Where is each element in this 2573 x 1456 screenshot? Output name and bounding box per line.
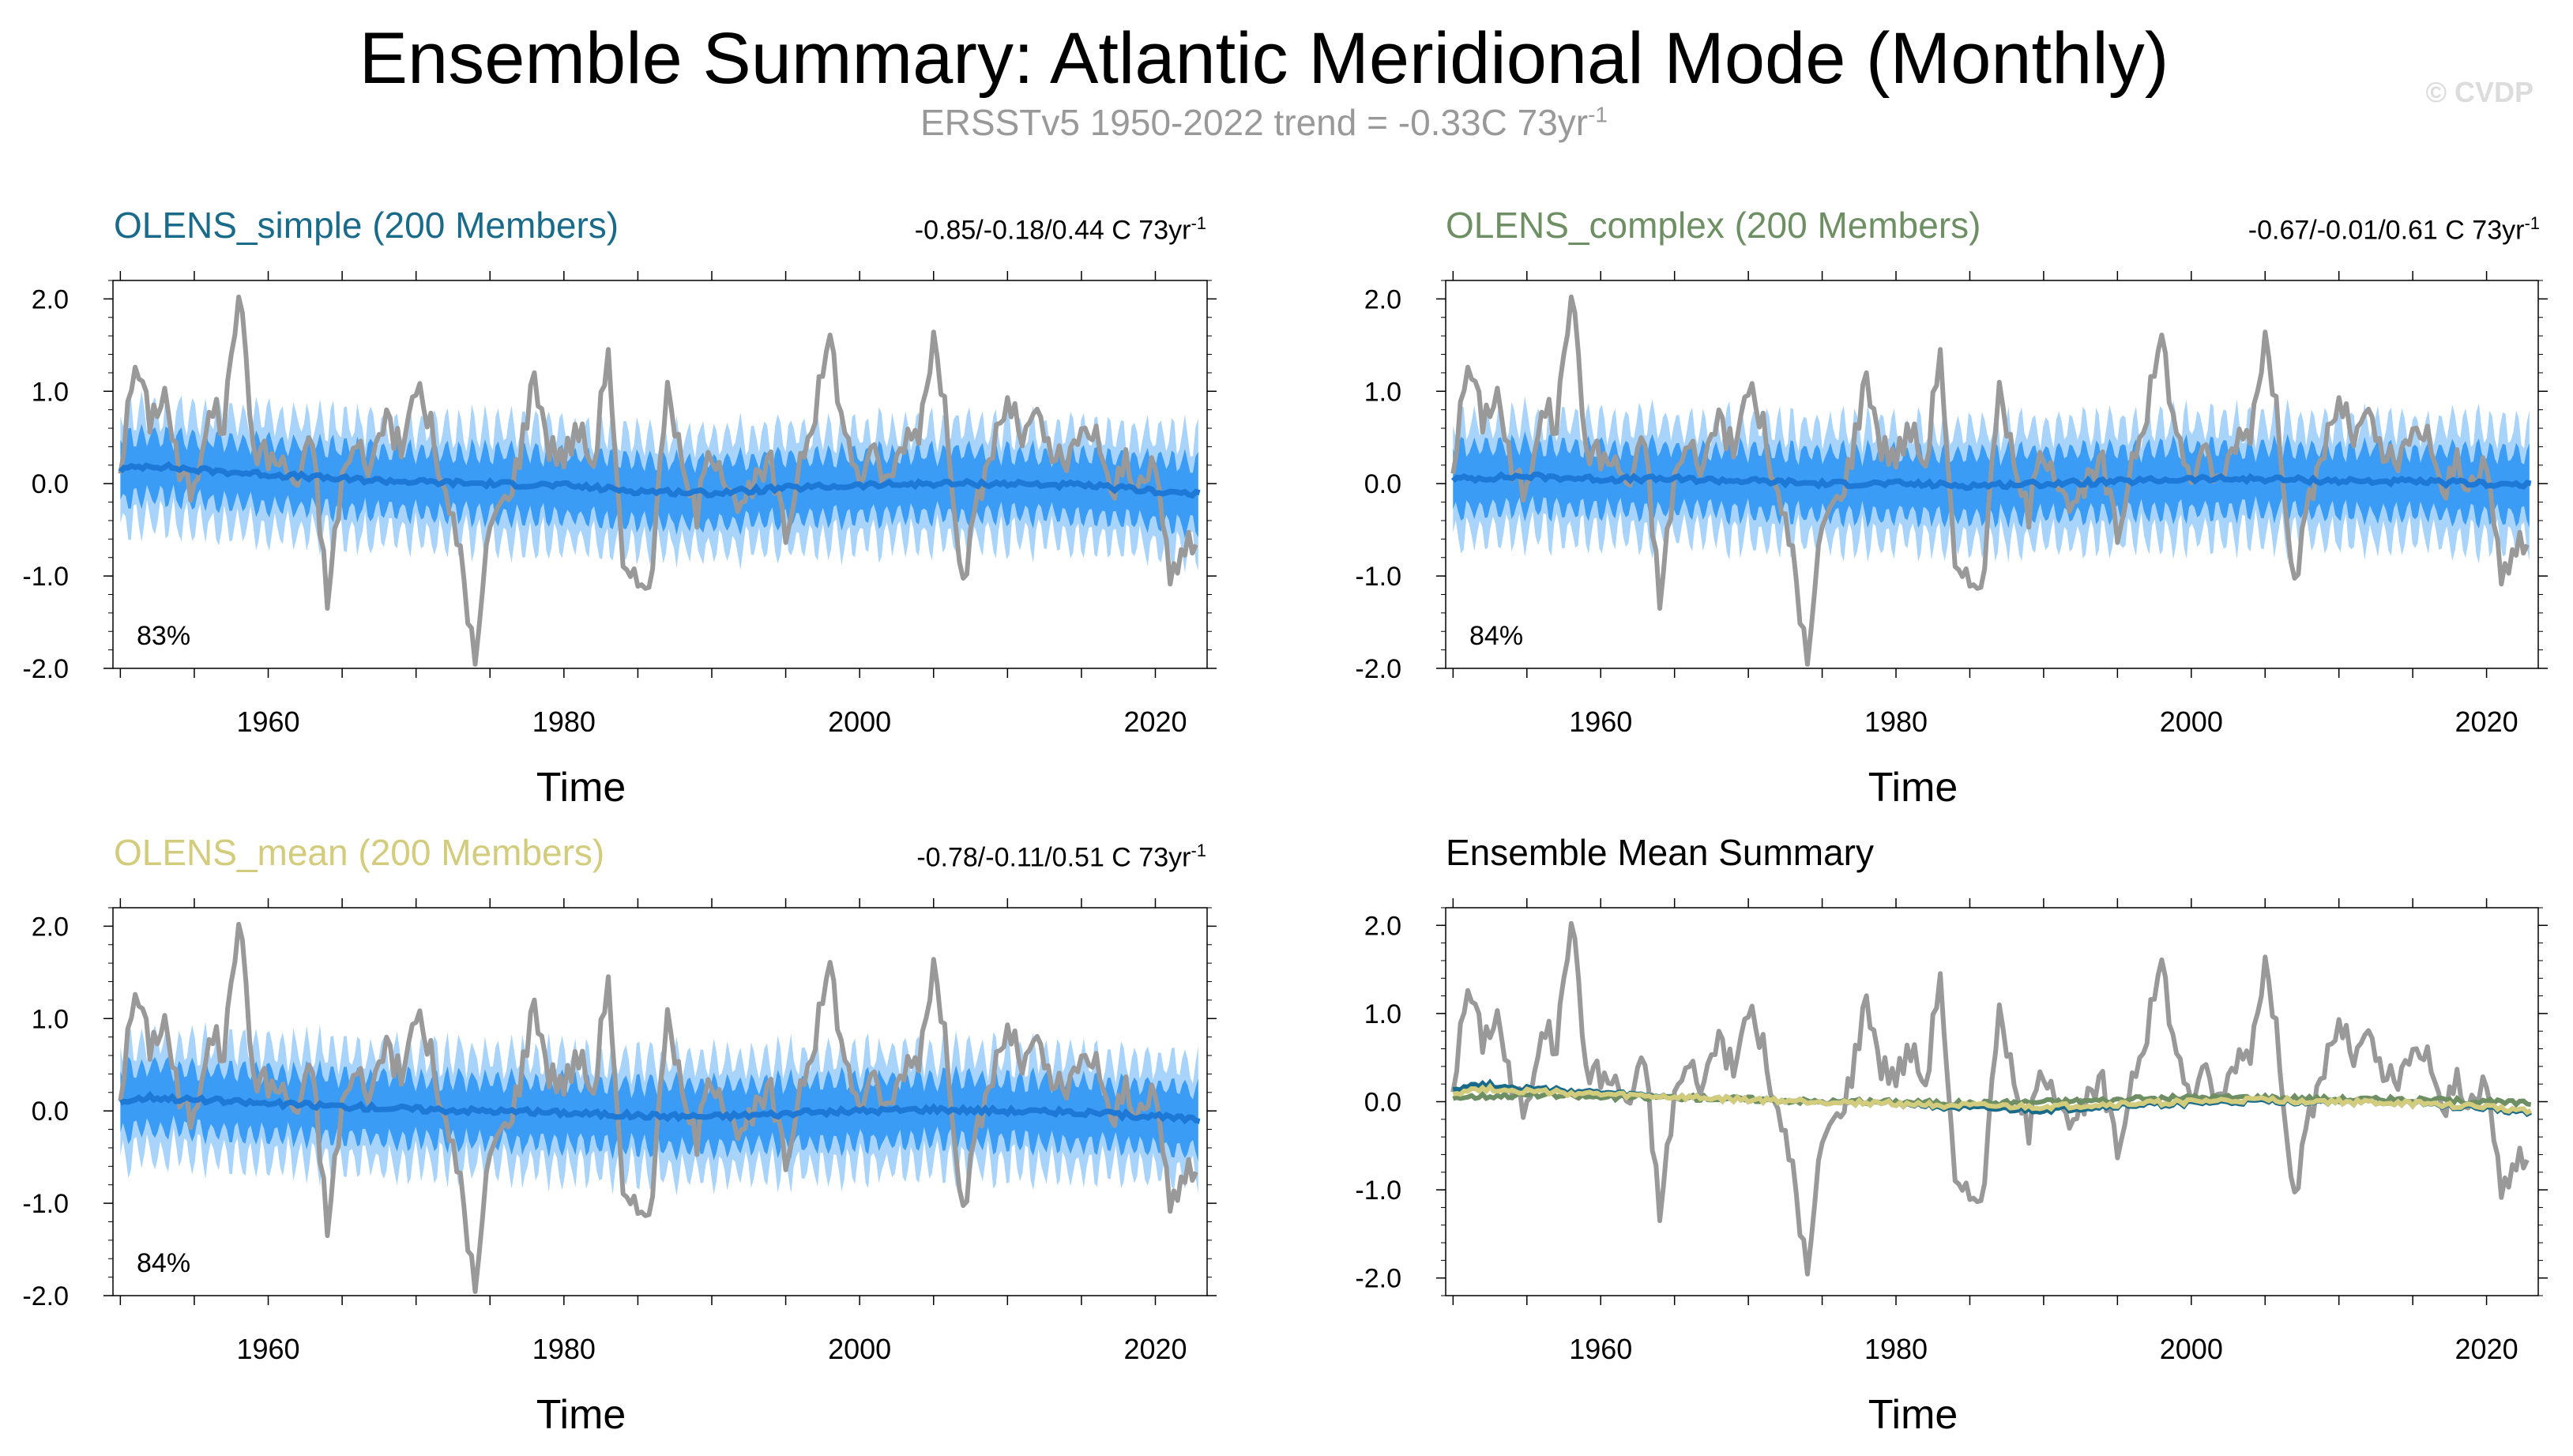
y-tick-label: -1.0 (22, 1189, 69, 1219)
figure-title: Ensemble Summary: Atlantic Meridional Mo… (359, 18, 2169, 99)
x-tick-label: 1980 (532, 705, 596, 738)
y-tick-label: 1.0 (1364, 377, 1401, 407)
panel-2-title: OLENS_complex (200 Members) (1446, 205, 1981, 246)
y-tick-label: 1.0 (32, 377, 69, 407)
panel-3: 2.0 1.0 0.0 -1.0 -2.0 1960 1980 2000 2020 Time 84% (22, 898, 1217, 1438)
x-axis-label: Time (1868, 765, 1958, 811)
y-tick-label: -2.0 (22, 654, 69, 684)
x-tick-label: 1960 (236, 705, 299, 738)
x-tick-label: 1980 (1864, 705, 1928, 738)
y-tick-label: -1.0 (1355, 562, 1401, 592)
panel-1-trend: -0.85/-0.18/0.44 C 73yr-1 (915, 213, 1206, 246)
x-tick-label: 1960 (1569, 705, 1632, 738)
watermark: © CVDP (2425, 76, 2534, 108)
x-tick-label: 2020 (1123, 705, 1187, 738)
x-tick-label: 1960 (236, 1333, 299, 1365)
panel-1-trend-text: -0.85/-0.18/0.44 C 73yr (914, 215, 1191, 246)
y-tick-label: -1.0 (1355, 1176, 1401, 1206)
x-tick-label: 2000 (828, 705, 891, 738)
panel-1-title: OLENS_simple (200 Members) (114, 205, 619, 246)
plot-frame (1445, 280, 2539, 669)
olens_mean-line (1452, 1082, 2533, 1116)
x-tick-label: 2000 (2160, 1333, 2223, 1365)
x-axis-label: Time (1868, 1392, 1958, 1438)
percent-label: 83% (137, 621, 190, 651)
panel-3-trend-text: -0.78/-0.11/0.51 C 73yr (916, 842, 1191, 873)
y-tick-label: -2.0 (1355, 654, 1401, 684)
x-tick-label: 2020 (2455, 1333, 2518, 1365)
panel-3-trend: -0.78/-0.11/0.51 C 73yr-1 (916, 841, 1206, 873)
panel-1: 2.0 1.0 0.0 -1.0 -2.0 1960 1980 2000 2020 Time 83% (22, 271, 1217, 811)
panel-3-title: OLENS_mean (200 Members) (114, 832, 605, 873)
x-axis-label: Time (536, 765, 626, 811)
y-tick-label: 0.0 (1364, 1088, 1401, 1118)
y-tick-label: -2.0 (22, 1281, 69, 1311)
y-tick-label: -1.0 (22, 562, 69, 592)
panel-2: 2.0 1.0 0.0 -1.0 -2.0 1960 1980 2000 2020 Time 84% (1355, 271, 2548, 811)
plot-frame (112, 280, 1208, 669)
percent-label: 84% (137, 1248, 190, 1278)
panel-2-trend-sup: -1 (2524, 213, 2540, 233)
y-tick-label: 1.0 (32, 1004, 69, 1034)
x-tick-label: 2020 (1123, 1333, 1187, 1365)
panel-2-trend: -0.67/-0.01/0.61 C 73yr-1 (2248, 213, 2540, 246)
panel-3-trend-sup: -1 (1191, 841, 1206, 860)
y-tick-label: -2.0 (1355, 1264, 1401, 1294)
plot-frame (112, 907, 1208, 1296)
panel-4: 2.0 1.0 0.0 -1.0 -2.0 1960 1980 2000 2020 Time (1355, 898, 2548, 1438)
y-tick-label: 2.0 (1364, 911, 1401, 941)
x-tick-label: 2000 (828, 1333, 891, 1365)
y-tick-label: 0.0 (32, 1097, 69, 1127)
y-tick-label: 0.0 (32, 469, 69, 499)
x-tick-label: 1960 (1569, 1333, 1632, 1365)
figure-subtitle: ERSSTv5 1950-2022 trend = -0.33C 73yr-1 (0, 101, 2528, 144)
ens_mean-line (118, 1090, 1201, 1125)
subtitle-superscript: -1 (1588, 102, 1608, 127)
y-tick-label: 1.0 (1364, 999, 1401, 1029)
percent-label: 84% (1469, 621, 1523, 651)
panel-1-trend-sup: -1 (1191, 213, 1206, 233)
x-axis-label: Time (536, 1392, 626, 1438)
ens_mean-line (118, 461, 1201, 499)
subtitle-text: ERSSTv5 1950-2022 trend = -0.33C 73yr (920, 102, 1589, 143)
panel-4-title: Ensemble Mean Summary (1446, 832, 1874, 873)
y-tick-label: 0.0 (1364, 469, 1401, 499)
x-tick-label: 2020 (2455, 705, 2518, 738)
x-tick-label: 2000 (2160, 705, 2223, 738)
y-tick-label: 2.0 (1364, 284, 1401, 314)
ens_mean-line (1450, 471, 2532, 491)
y-tick-label: 2.0 (32, 284, 69, 314)
panel-2-trend-text: -0.67/-0.01/0.61 C 73yr (2248, 215, 2525, 246)
x-tick-label: 1980 (532, 1333, 596, 1365)
y-tick-label: 2.0 (32, 912, 69, 942)
x-tick-label: 1980 (1864, 1333, 1928, 1365)
